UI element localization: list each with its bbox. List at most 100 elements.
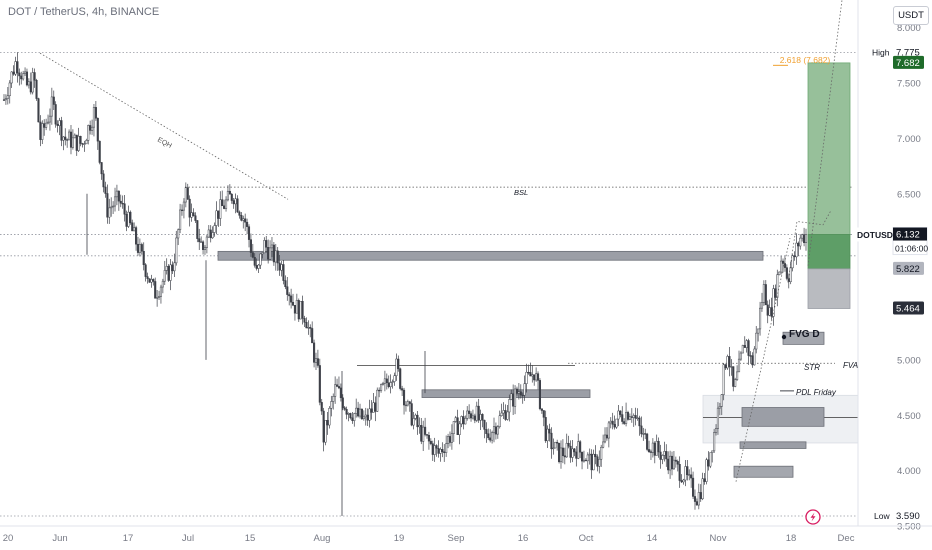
candle-body — [307, 327, 310, 329]
candle-body — [709, 452, 712, 467]
candle-body — [257, 264, 260, 269]
countdown-text: 01:06:00 — [895, 244, 928, 254]
candle-body — [435, 445, 438, 449]
candle-body — [96, 117, 99, 142]
candle-body — [628, 416, 631, 420]
candle-body — [347, 413, 350, 415]
candle-body — [293, 305, 296, 314]
candle-body — [464, 418, 467, 425]
candle-body — [383, 378, 386, 384]
candle-body — [339, 387, 342, 399]
orderblock-box — [741, 407, 825, 427]
candle-body — [334, 384, 337, 397]
candle-body — [353, 413, 356, 421]
x-tick-label: 20 — [3, 533, 14, 544]
current-price-text: 6.132 — [896, 230, 920, 241]
candle-body — [525, 371, 528, 384]
candle-body — [730, 366, 733, 368]
candle-body — [502, 410, 505, 414]
candle-body — [695, 501, 698, 506]
candle-body — [722, 364, 725, 395]
high-label-tag-text: High — [872, 48, 890, 58]
candle-body — [173, 262, 176, 272]
candle-body — [330, 401, 333, 409]
candle-body — [320, 402, 323, 412]
candle-body — [531, 374, 534, 377]
candle-body — [647, 449, 651, 452]
candle-body — [301, 300, 304, 319]
candle-body — [391, 381, 394, 383]
candle-body — [414, 414, 417, 419]
candle-body — [759, 307, 762, 330]
candle-body — [326, 420, 329, 426]
candle-body — [343, 407, 346, 410]
time-axis: 20 Jun 17 Jul 15 Aug 19 Sep 16 Oct 14 Nov 18 Dec — [3, 533, 855, 544]
candle-body — [113, 196, 117, 207]
candle-body — [35, 80, 38, 99]
candle-body — [194, 215, 197, 221]
level-a-tag-text: 5.822 — [896, 264, 920, 275]
candle-body — [737, 358, 741, 373]
candle-body — [724, 364, 727, 369]
candle-body — [115, 190, 118, 198]
candle-body — [636, 417, 639, 419]
candle-body — [797, 242, 800, 247]
candle-body — [62, 136, 65, 141]
candle-body — [718, 406, 721, 409]
candle-body — [739, 352, 742, 360]
candle-body — [680, 480, 683, 483]
candle-body — [90, 126, 94, 131]
current-price-tag — [893, 227, 927, 241]
candle-body — [598, 458, 601, 467]
candle-body — [140, 244, 143, 252]
candle-body — [690, 474, 693, 479]
candle-body — [670, 455, 674, 470]
candle-body — [672, 459, 675, 470]
candle-body — [494, 426, 497, 435]
candle-body — [563, 455, 566, 458]
candle-body — [424, 426, 427, 435]
candle-body — [395, 358, 398, 376]
candle-body — [640, 425, 643, 435]
candle-body — [249, 239, 252, 253]
candle-body — [789, 267, 792, 282]
candle-body — [573, 448, 576, 453]
candle-body — [561, 447, 564, 456]
candle-body — [565, 442, 568, 458]
level-b-tag — [893, 301, 924, 315]
candle-body — [94, 107, 97, 119]
candle-body — [161, 280, 164, 288]
projection-line — [807, 0, 843, 266]
candle-body — [316, 358, 319, 366]
lightning-icon[interactable] — [805, 509, 821, 525]
candle-body — [571, 448, 574, 458]
candle-body — [232, 200, 235, 205]
symbol-tag-text: DOTUSDT — [857, 230, 899, 240]
candle-body — [389, 382, 392, 388]
candle-body — [538, 380, 541, 409]
candle-body — [749, 355, 752, 357]
candle-body — [182, 201, 185, 211]
candle-body — [295, 300, 298, 314]
candle-body — [159, 286, 163, 297]
candle-body — [487, 433, 490, 439]
candle-body — [240, 215, 243, 221]
candle-body — [443, 451, 446, 453]
candle-body — [469, 413, 473, 419]
candle-body — [791, 255, 794, 269]
currency-button[interactable]: USDT — [893, 6, 929, 25]
candle-body — [651, 442, 654, 453]
candle-body — [770, 307, 773, 317]
candle-body — [397, 358, 400, 370]
candle-body — [288, 294, 291, 297]
candle-body — [52, 96, 55, 105]
candle-body — [251, 252, 254, 258]
candle-body — [265, 240, 268, 248]
candle-body — [726, 356, 729, 369]
y-tick-label: 4.000 — [897, 466, 921, 477]
candle-body — [284, 280, 287, 287]
candle-body — [559, 447, 563, 463]
candle-body — [8, 82, 11, 97]
candle-body — [234, 198, 237, 205]
